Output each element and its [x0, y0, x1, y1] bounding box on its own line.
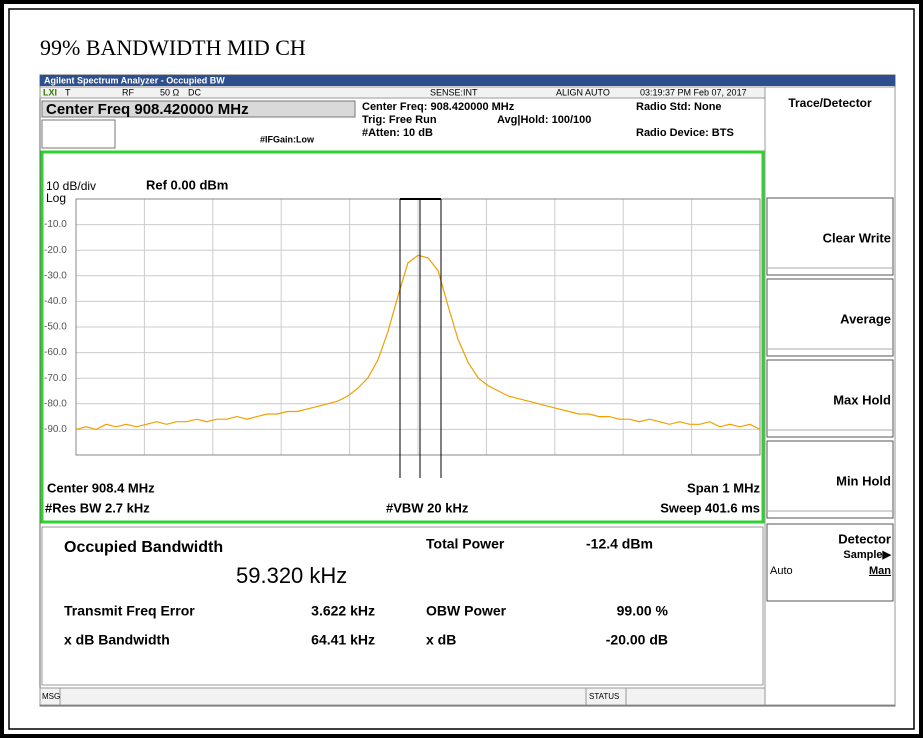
center-freq: Center Freq: 908.420000 MHz [362, 101, 515, 113]
detector-value: Sample▶ [843, 549, 891, 561]
menu-button-label: Min Hold [836, 473, 891, 488]
window-title: Agilent Spectrum Analyzer - Occupied BW [44, 75, 225, 85]
status-item: 50 Ω [160, 87, 180, 97]
inner-frame [8, 8, 915, 730]
status-item: SENSE:INT [430, 87, 478, 97]
result-label: Transmit Freq Error [64, 603, 195, 619]
lxi-icon: LXI [43, 87, 57, 97]
ref-level: Ref 0.00 dBm [146, 177, 228, 192]
status-item: DC [188, 87, 201, 97]
menu-button[interactable] [766, 359, 894, 438]
y-tick-label: -10.0 [44, 219, 67, 230]
y-tick-label: -90.0 [44, 424, 67, 435]
menu-button-label: Clear Write [823, 230, 891, 245]
menu-button[interactable] [766, 440, 894, 519]
result-label: Total Power [426, 536, 505, 552]
log-label: Log [46, 191, 66, 205]
if-gain: #IFGain:Low [260, 134, 315, 144]
grid [76, 199, 760, 455]
title-bar [40, 75, 895, 86]
center-label: Center 908.4 MHz [47, 480, 155, 495]
result-value: 99.00 % [617, 603, 669, 619]
detector-man: Man [869, 565, 891, 577]
center-freq-box[interactable] [41, 100, 356, 118]
footer-bar [39, 687, 766, 706]
y-tick-label: -70.0 [44, 373, 67, 384]
trace-layer [75, 254, 761, 431]
spectrum-trace [75, 254, 761, 431]
y-tick-label: -50.0 [44, 322, 67, 333]
results-panel [41, 526, 764, 686]
res-bw: #Res BW 2.7 kHz [45, 500, 150, 515]
result-value: -20.00 dB [606, 632, 668, 648]
vbw: #VBW 20 kHz [386, 500, 469, 515]
y-tick-label: -40.0 [44, 296, 67, 307]
menu-title: Trace/Detector [788, 96, 872, 110]
span-label: Span 1 MHz [687, 480, 760, 495]
result-value: -12.4 dBm [586, 536, 653, 552]
radio-device: Radio Device: BTS [636, 127, 734, 139]
y-tick-label: -20.0 [44, 245, 67, 256]
obw-value: 59.320 kHz [236, 563, 347, 588]
trig: Trig: Free Run [362, 114, 437, 126]
msg: MSG [42, 692, 60, 701]
y-tick-label: -80.0 [44, 398, 67, 409]
menu-button-label: Max Hold [833, 392, 891, 407]
timestamp: 03:19:37 PM Feb 07, 2017 [640, 87, 747, 97]
result-label: Occupied Bandwidth [64, 539, 223, 556]
detector-label: Detector [838, 531, 891, 546]
page-title: 99% BANDWIDTH MID CH [40, 35, 306, 60]
result-value: 3.622 kHz [311, 603, 375, 619]
result-value: 64.41 kHz [311, 632, 375, 648]
scale: 10 dB/div [46, 179, 96, 193]
atten: #Atten: 10 dB [362, 127, 433, 139]
menu-button[interactable] [766, 278, 894, 357]
status-item: RF [122, 87, 134, 97]
status: STATUS [589, 692, 619, 701]
detector-button[interactable] [766, 523, 894, 602]
sweep: Sweep 401.6 ms [660, 500, 760, 515]
result-label: x dB [426, 632, 456, 648]
center-freq-box-label: Center Freq 908.420000 MHz [46, 101, 249, 118]
result-label: x dB Bandwidth [64, 632, 170, 648]
result-label: OBW Power [426, 603, 507, 619]
menu-button[interactable] [766, 197, 894, 276]
y-tick-label: -60.0 [44, 347, 67, 358]
y-tick-label: -30.0 [44, 270, 67, 281]
radio-std: Radio Std: None [636, 101, 722, 113]
status-item: T [65, 87, 71, 97]
status-item: ALIGN AUTO [556, 87, 610, 97]
detector-auto: Auto [770, 565, 793, 577]
plot-frame [40, 150, 765, 524]
entry-box[interactable] [41, 119, 116, 149]
menu-button-label: Average [840, 311, 891, 326]
menu-buttons: Clear Write Average Max Hold Min Hold [766, 197, 894, 519]
avg-hold: Avg|Hold: 100/100 [497, 114, 591, 126]
